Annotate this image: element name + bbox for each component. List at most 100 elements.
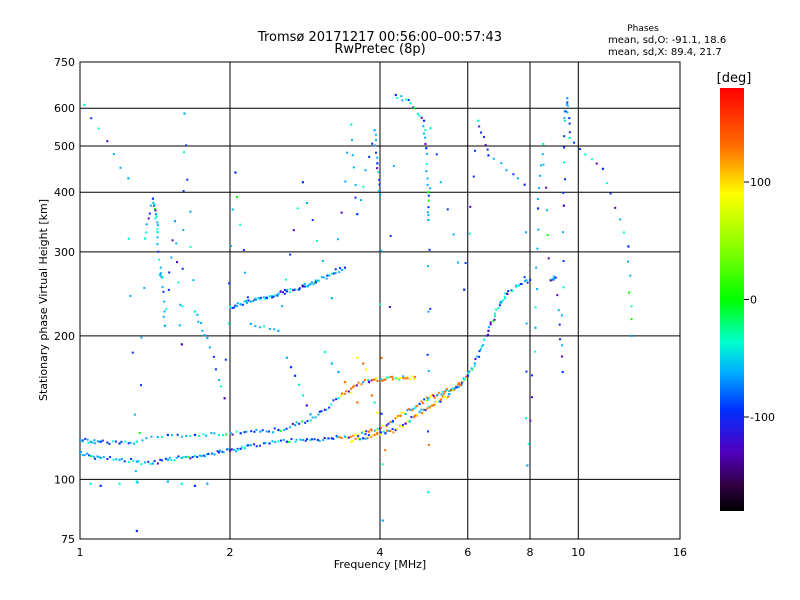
data-point (277, 329, 280, 332)
data-point (235, 196, 238, 199)
data-point (282, 438, 285, 441)
data-point (289, 253, 292, 256)
data-point (427, 214, 430, 217)
data-point (560, 355, 563, 358)
data-point (424, 142, 427, 145)
data-point (628, 291, 631, 294)
data-point (83, 103, 86, 107)
data-point (173, 220, 177, 223)
data-point (259, 297, 262, 301)
data-point (427, 191, 430, 194)
data-point (155, 215, 158, 218)
data-point (112, 153, 115, 156)
data-point (229, 305, 232, 309)
data-point (536, 288, 539, 291)
data-point (362, 430, 365, 433)
data-point (573, 141, 576, 144)
data-point (510, 289, 513, 292)
data-point (115, 458, 118, 461)
data-point (500, 162, 503, 165)
data-point (96, 455, 99, 458)
data-point (422, 119, 426, 122)
data-point (182, 228, 185, 231)
data-point (330, 403, 333, 406)
data-point (356, 213, 359, 216)
data-point (263, 325, 266, 328)
data-point (352, 386, 355, 389)
data-point (379, 193, 382, 197)
data-point (207, 452, 210, 455)
data-point (350, 387, 353, 390)
data-point (376, 162, 379, 165)
data-point (377, 190, 380, 193)
data-point (563, 178, 566, 181)
data-point (566, 101, 569, 104)
data-point (156, 436, 159, 439)
data-point (129, 294, 132, 297)
data-point (259, 326, 262, 329)
data-point (156, 231, 159, 234)
data-point (202, 454, 205, 457)
data-point (412, 407, 415, 410)
data-point (332, 437, 335, 440)
data-point (402, 375, 405, 378)
data-point (294, 440, 297, 443)
data-point (525, 279, 528, 282)
data-point (426, 211, 429, 214)
data-point (619, 218, 622, 221)
data-point (156, 236, 159, 239)
data-point (511, 289, 514, 292)
data-point (81, 439, 84, 442)
data-point (420, 400, 423, 403)
data-point (622, 231, 625, 234)
data-point (193, 454, 197, 458)
data-point (201, 329, 204, 332)
data-point (350, 391, 353, 394)
data-point (563, 161, 566, 164)
data-point (254, 297, 257, 300)
data-point (354, 196, 357, 199)
data-point (139, 384, 142, 387)
data-point (133, 413, 136, 416)
data-point (210, 431, 213, 434)
data-point (274, 441, 277, 444)
data-point (524, 417, 527, 420)
data-point (382, 378, 385, 381)
data-point (208, 346, 211, 349)
data-point (145, 223, 148, 226)
data-point (305, 404, 308, 407)
data-point (559, 338, 562, 341)
data-point (500, 300, 503, 303)
data-point (545, 186, 548, 189)
data-point (492, 157, 495, 160)
data-point (206, 453, 209, 456)
data-point (448, 393, 451, 396)
data-point (385, 424, 388, 427)
data-point (413, 414, 417, 417)
data-point (376, 379, 379, 382)
data-point (279, 290, 282, 293)
data-point (489, 321, 492, 324)
data-point (431, 404, 434, 407)
data-point (370, 435, 373, 438)
data-point (536, 247, 539, 250)
data-point (335, 434, 338, 437)
data-point (86, 438, 89, 441)
data-point (384, 378, 387, 381)
data-point (179, 303, 182, 306)
data-point (343, 381, 347, 384)
data-point (285, 278, 288, 281)
data-point (147, 217, 150, 220)
data-point (537, 228, 540, 231)
data-point (167, 288, 170, 291)
data-point (484, 144, 487, 147)
data-point (347, 390, 350, 393)
data-point (173, 459, 176, 462)
data-point (229, 431, 232, 434)
data-point (297, 383, 301, 386)
data-point (182, 151, 185, 154)
data-point (311, 219, 314, 222)
data-point (268, 327, 271, 330)
data-point (407, 98, 410, 101)
data-point (479, 348, 482, 351)
